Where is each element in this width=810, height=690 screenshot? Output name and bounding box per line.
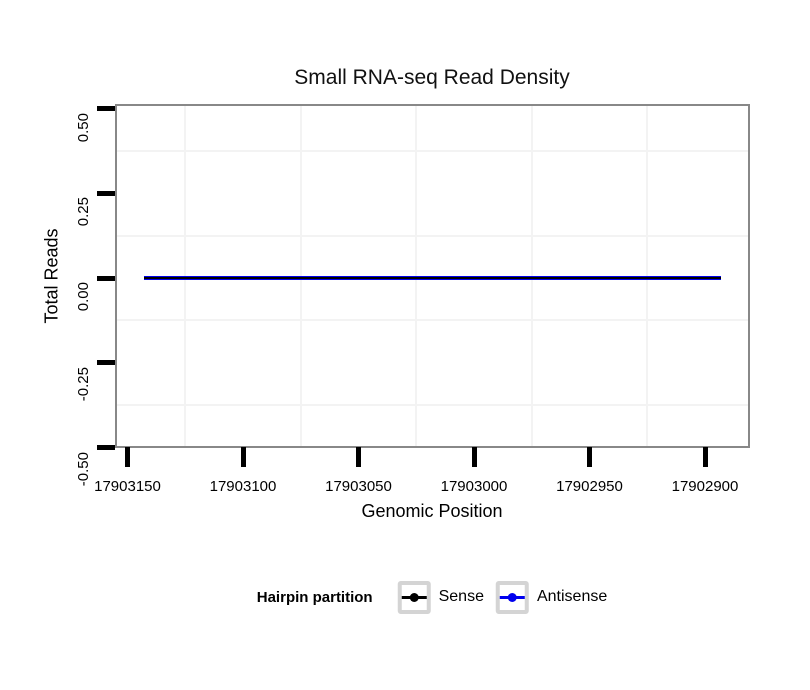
plot-panel: [115, 104, 750, 448]
chart-title: Small RNA-seq Read Density: [294, 66, 570, 89]
y-axis-tick: [97, 190, 115, 196]
legend-key-box: [397, 580, 431, 614]
plot-line-sense: [143, 277, 722, 279]
minor-gridline-horizontal: [117, 149, 748, 152]
x-tick-label: 17902950: [556, 478, 623, 495]
minor-gridline-horizontal: [117, 404, 748, 407]
x-axis-tick: [702, 447, 708, 467]
x-tick-label: 17903100: [209, 478, 277, 495]
x-axis-tick: [240, 447, 246, 467]
y-axis-tick: [97, 275, 115, 281]
y-tick-label: -0.50: [75, 451, 92, 486]
minor-gridline-horizontal: [117, 234, 748, 237]
y-axis-tick: [97, 360, 115, 366]
y-tick-label: 0.00: [75, 282, 92, 312]
y-tick-label: 0.50: [75, 112, 92, 142]
x-tick-label: 17903000: [440, 478, 508, 495]
legend: Hairpin partition Sense Antisense: [257, 580, 607, 614]
x-axis-tick: [125, 447, 130, 467]
y-axis-title: Total Reads: [41, 228, 62, 324]
legend-item: Sense: [397, 580, 484, 614]
x-tick-label: 17903150: [94, 478, 161, 495]
minor-gridline-horizontal: [117, 319, 748, 322]
legend-key-dot-icon: [507, 592, 517, 602]
x-axis-tick: [587, 447, 592, 467]
x-tick-label: 17903050: [325, 478, 392, 495]
x-axis-tick: [471, 447, 477, 467]
y-tick-label: 0.25: [75, 197, 92, 227]
legend-key-box: [495, 580, 529, 614]
x-axis-tick: [356, 447, 361, 467]
legend-label: Antisense: [536, 588, 608, 605]
y-tick-label: -0.25: [75, 366, 92, 401]
y-axis-tick: [97, 106, 115, 111]
y-axis-tick: [97, 445, 115, 450]
legend-item: Antisense: [495, 580, 608, 614]
legend-key-dot-icon: [409, 592, 419, 602]
legend-title: Hairpin partition: [256, 588, 373, 606]
legend-label: Sense: [438, 588, 484, 605]
x-axis-title: Genomic Position: [361, 501, 503, 521]
x-tick-label: 17902900: [671, 478, 739, 495]
